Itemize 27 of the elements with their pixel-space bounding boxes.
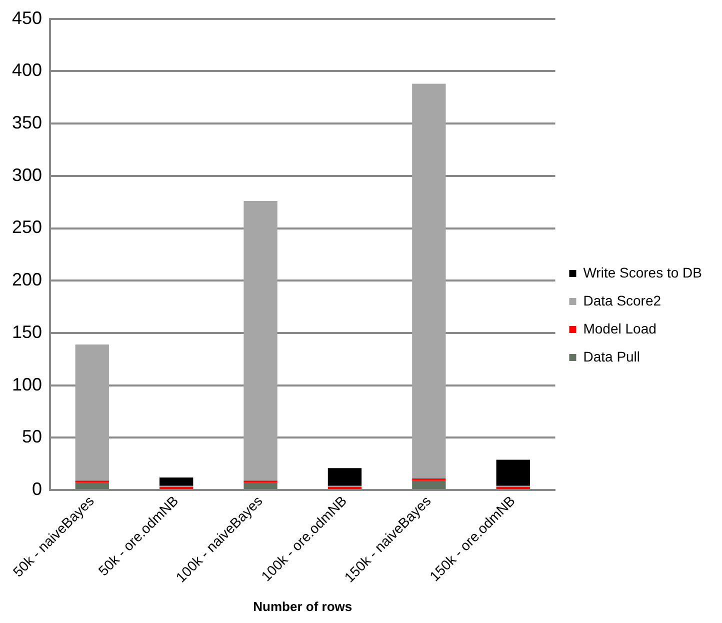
y-tick-label: 450 [12, 8, 42, 28]
x-axis-title: Number of rows [253, 598, 352, 614]
y-tick-label: 0 [32, 479, 42, 500]
y-tick-label: 250 [12, 217, 42, 238]
bar [412, 84, 446, 479]
y-tick-label: 150 [12, 322, 42, 342]
bar [244, 482, 278, 490]
y-tick-label: 350 [12, 112, 42, 132]
y-tick-label: 300 [12, 164, 42, 185]
legend-label: Data Score2 [583, 292, 662, 308]
bar [244, 201, 278, 481]
y-tick-label: 50 [22, 426, 42, 447]
y-tick-label: 400 [12, 60, 42, 80]
legend-label: Write Scores to DB [583, 264, 702, 280]
bar [75, 344, 109, 481]
bar [159, 478, 194, 486]
bar [412, 480, 446, 490]
bar [159, 486, 194, 490]
bar [75, 482, 109, 490]
y-tick-label: 200 [12, 270, 42, 290]
bar [496, 460, 530, 486]
bar [328, 468, 362, 486]
legend-label: Model Load [583, 320, 656, 336]
bar [496, 486, 530, 490]
y-tick-label: 100 [12, 374, 42, 394]
bar [328, 486, 362, 490]
legend-label: Data Pull [583, 348, 640, 364]
